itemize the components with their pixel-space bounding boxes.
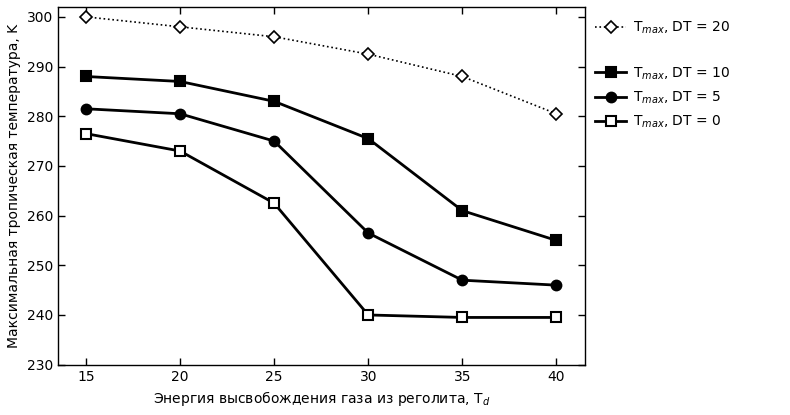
T$_{max}$, DT = 20 [363, 51, 373, 56]
Legend: T$_{max}$, DT = 20, , T$_{max}$, DT = 10, T$_{max}$, DT = 5, T$_{max}$, DT = 0: T$_{max}$, DT = 20, , T$_{max}$, DT = 10… [590, 14, 735, 135]
T$_{max}$, DT = 5 [457, 278, 467, 283]
T$_{max}$, DT = 5 [363, 230, 373, 235]
T$_{max}$, DT = 20 [457, 74, 467, 79]
T$_{max}$, DT = 10 [363, 136, 373, 141]
T$_{max}$, DT = 0 [269, 201, 279, 206]
T$_{max}$, DT = 5 [551, 283, 561, 288]
T$_{max}$, DT = 20 [81, 15, 91, 20]
Y-axis label: Максимальная тропическая температура, K: Максимальная тропическая температура, K [7, 24, 21, 348]
T$_{max}$, DT = 5 [81, 106, 91, 111]
T$_{max}$, DT = 20 [175, 24, 185, 29]
T$_{max}$, DT = 5 [175, 111, 185, 116]
T$_{max}$, DT = 10 [269, 99, 279, 104]
T$_{max}$, DT = 10 [457, 208, 467, 213]
T$_{max}$, DT = 0 [175, 149, 185, 154]
T$_{max}$, DT = 0 [457, 315, 467, 320]
T$_{max}$, DT = 20 [269, 34, 279, 39]
T$_{max}$, DT = 10 [551, 238, 561, 243]
T$_{max}$, DT = 10 [175, 79, 185, 84]
X-axis label: Энергия высвобождения газа из реголита, T$_d$: Энергия высвобождения газа из реголита, … [152, 389, 490, 408]
Line: T$_{max}$, DT = 20: T$_{max}$, DT = 20 [82, 13, 561, 118]
Line: T$_{max}$, DT = 0: T$_{max}$, DT = 0 [81, 129, 561, 322]
T$_{max}$, DT = 10 [81, 74, 91, 79]
T$_{max}$, DT = 20 [551, 111, 561, 116]
T$_{max}$, DT = 0 [363, 312, 373, 317]
Line: T$_{max}$, DT = 5: T$_{max}$, DT = 5 [81, 104, 561, 290]
T$_{max}$, DT = 5 [269, 139, 279, 144]
Line: T$_{max}$, DT = 10: T$_{max}$, DT = 10 [81, 72, 561, 245]
T$_{max}$, DT = 0 [551, 315, 561, 320]
T$_{max}$, DT = 0 [81, 131, 91, 136]
